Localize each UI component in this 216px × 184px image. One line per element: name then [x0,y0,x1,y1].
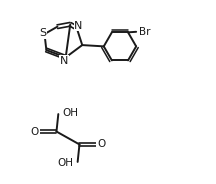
Text: OH: OH [62,108,78,118]
Text: N: N [60,56,68,66]
Text: Br: Br [138,27,150,37]
Text: O: O [97,139,105,149]
Text: OH: OH [58,158,74,168]
Text: N: N [74,21,83,31]
Text: S: S [40,28,47,38]
Text: O: O [31,127,39,137]
